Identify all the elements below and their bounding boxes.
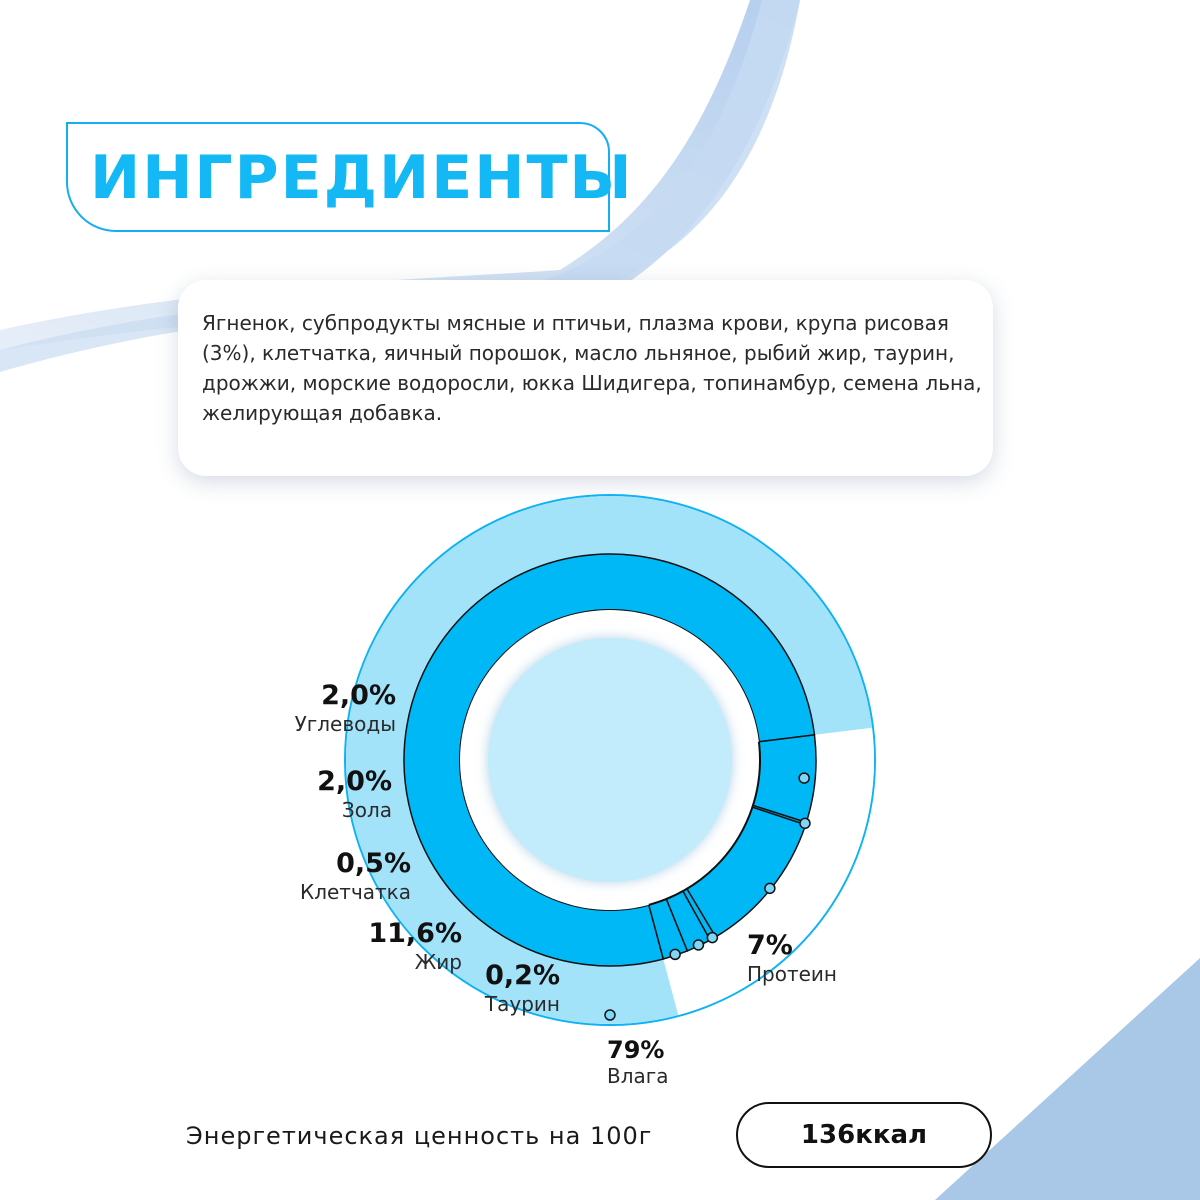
outer-slice-2	[804, 822, 862, 844]
label-vlaga-name: Влага	[607, 1064, 669, 1088]
label-zola-value: 2,0%	[317, 766, 392, 797]
label-kletchatka-name: Клетчатка	[300, 880, 411, 904]
energy-value: 136ккал	[800, 1120, 928, 1150]
label-uglevody-name: Углеводы	[294, 712, 396, 736]
label-protein-value: 7%	[747, 930, 793, 961]
ingredients-card	[178, 280, 993, 476]
outer-slice-4	[709, 936, 746, 991]
outer-slice-5	[686, 939, 739, 1005]
label-taurin: 0,2% Таурин	[440, 960, 560, 1016]
ingredients-text: Ягненок, субпродукты мясные и птичьи, пл…	[202, 311, 982, 425]
label-zhir-name: Жир	[414, 950, 462, 974]
marker-slice-6	[669, 948, 681, 961]
label-kletchatka-value: 0,5%	[336, 848, 411, 879]
outer-slice-3	[715, 824, 861, 987]
outer-slice-6	[663, 950, 710, 1016]
label-uglevody-value: 2,0%	[321, 680, 396, 711]
label-uglevody: 2,0% Углеводы	[250, 680, 396, 736]
label-zhir: 11,6% Жир	[300, 918, 462, 974]
marker-slice-1	[798, 772, 810, 784]
energy-pill	[736, 1102, 992, 1168]
label-vlaga: 79% Влага	[607, 1036, 669, 1088]
marker-slice-2	[799, 817, 811, 830]
marker-slice-0	[604, 1009, 616, 1021]
outer-slice-1	[805, 727, 874, 840]
marker-slice-4	[706, 931, 719, 944]
label-zola-name: Зола	[341, 798, 392, 822]
label-zhir-value: 11,6%	[368, 918, 462, 949]
outer-ring-border	[344, 494, 876, 1026]
title-frame	[66, 122, 610, 232]
marker-slice-5	[692, 939, 705, 951]
label-protein: 7% Протеин	[747, 930, 837, 986]
label-taurin-value: 0,2%	[485, 960, 560, 991]
label-zola: 2,0% Зола	[250, 766, 392, 822]
page-title: ИНГРЕДИЕНТЫ	[90, 143, 634, 213]
center-disc	[488, 638, 732, 882]
label-vlaga-value: 79%	[607, 1036, 665, 1064]
label-protein-name: Протеин	[747, 962, 837, 986]
energy-label: Энергетическая ценность на 100г	[186, 1122, 653, 1150]
marker-slice-3	[764, 882, 776, 895]
label-taurin-name: Таурин	[484, 992, 560, 1016]
label-kletchatka: 0,5% Клетчатка	[250, 848, 411, 904]
